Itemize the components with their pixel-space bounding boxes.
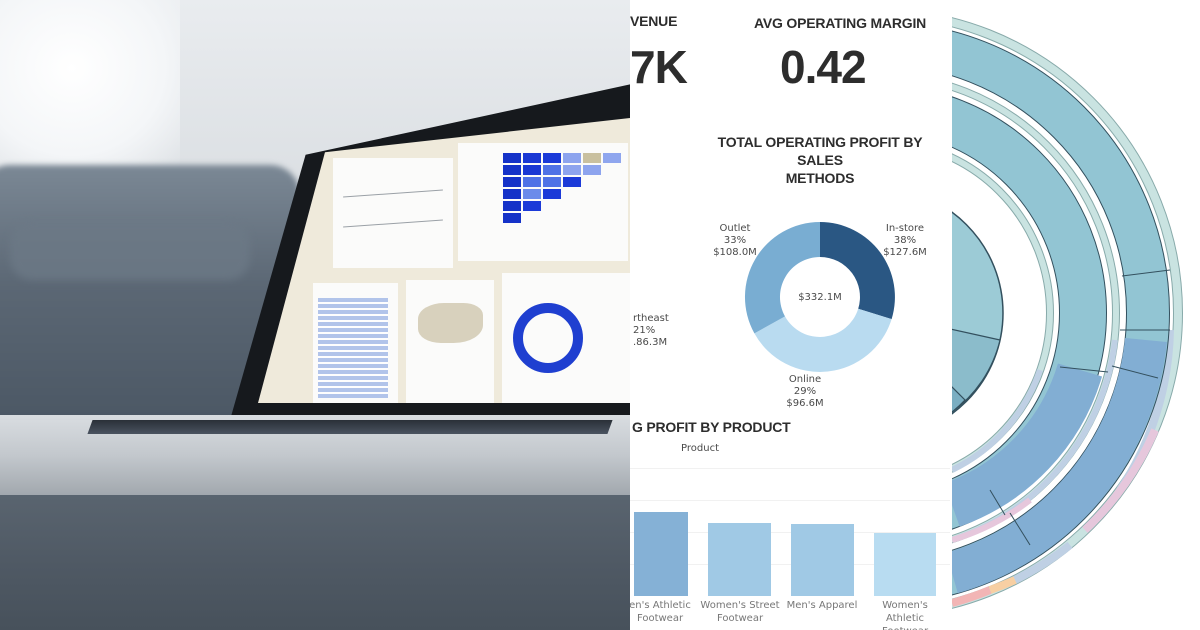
sunburst-chart [952,0,1200,630]
gridline [630,564,950,565]
kpi-margin-value: 0.42 [780,41,867,93]
bar-label-mens-apparel: Men's Apparel [786,600,858,611]
screen-device-donut [513,303,583,373]
laptop-photo [0,0,630,630]
laptop-keyboard [87,420,613,434]
table-surface [0,470,630,630]
screen-cohort-grid [503,153,621,223]
donut-slice-online [754,308,892,372]
bar-mens-apparel[interactable] [791,524,854,596]
gridline [630,468,950,469]
kpi-revenue-value: 27K [630,41,688,93]
bar-label-womens-street-footwear: Women's Street Footwear [700,600,780,624]
bar-mens-athletic-footwear[interactable] [634,512,688,596]
donut-title: TOTAL OPERATING PROFIT BY SALES METHODS [717,134,923,186]
bar-chart-title: G PROFIT BY PRODUCT [632,419,791,435]
bar-axis-label: Product [681,443,719,454]
kpi-margin-label: AVG OPERATING MARGIN [754,15,927,31]
donut-slice-instore [820,222,895,320]
donut-label-outlet: Outlet 33% $108.0M [713,223,757,258]
kpi-revenue-label: VENUE [630,13,678,29]
screen-world-map [418,303,483,343]
partial-region-label: rtheast 21% .86.3M [633,313,669,348]
donut-center-total: $332.1M [798,292,842,303]
bar-label-womens-athletic-footwear: Women's Athletic Footwear [882,600,928,630]
dashboard-panel: VENUE 27K AVG OPERATING MARGIN 0.42 TOTA… [630,0,952,630]
screen-heatmap [318,298,388,398]
donut-label-instore: In-store 38% $127.6M [883,223,927,258]
gridline [630,500,950,501]
donut-slice-outlet [744,222,820,334]
sales-method-donut [744,222,895,372]
sunburst-svg [952,17,1183,609]
bar-womens-street-footwear[interactable] [708,523,771,596]
gridline [630,532,950,533]
bar-womens-athletic-footwear[interactable] [874,533,936,596]
window-light [0,0,180,170]
donut-label-online: Online 29% $96.6M [786,374,824,409]
laptop-screen [258,118,630,403]
sofa-cushion [10,220,250,280]
bar-label-mens-athletic-footwear: en's Athletic Footwear [630,600,691,624]
screen-line-chart-card [333,158,453,268]
